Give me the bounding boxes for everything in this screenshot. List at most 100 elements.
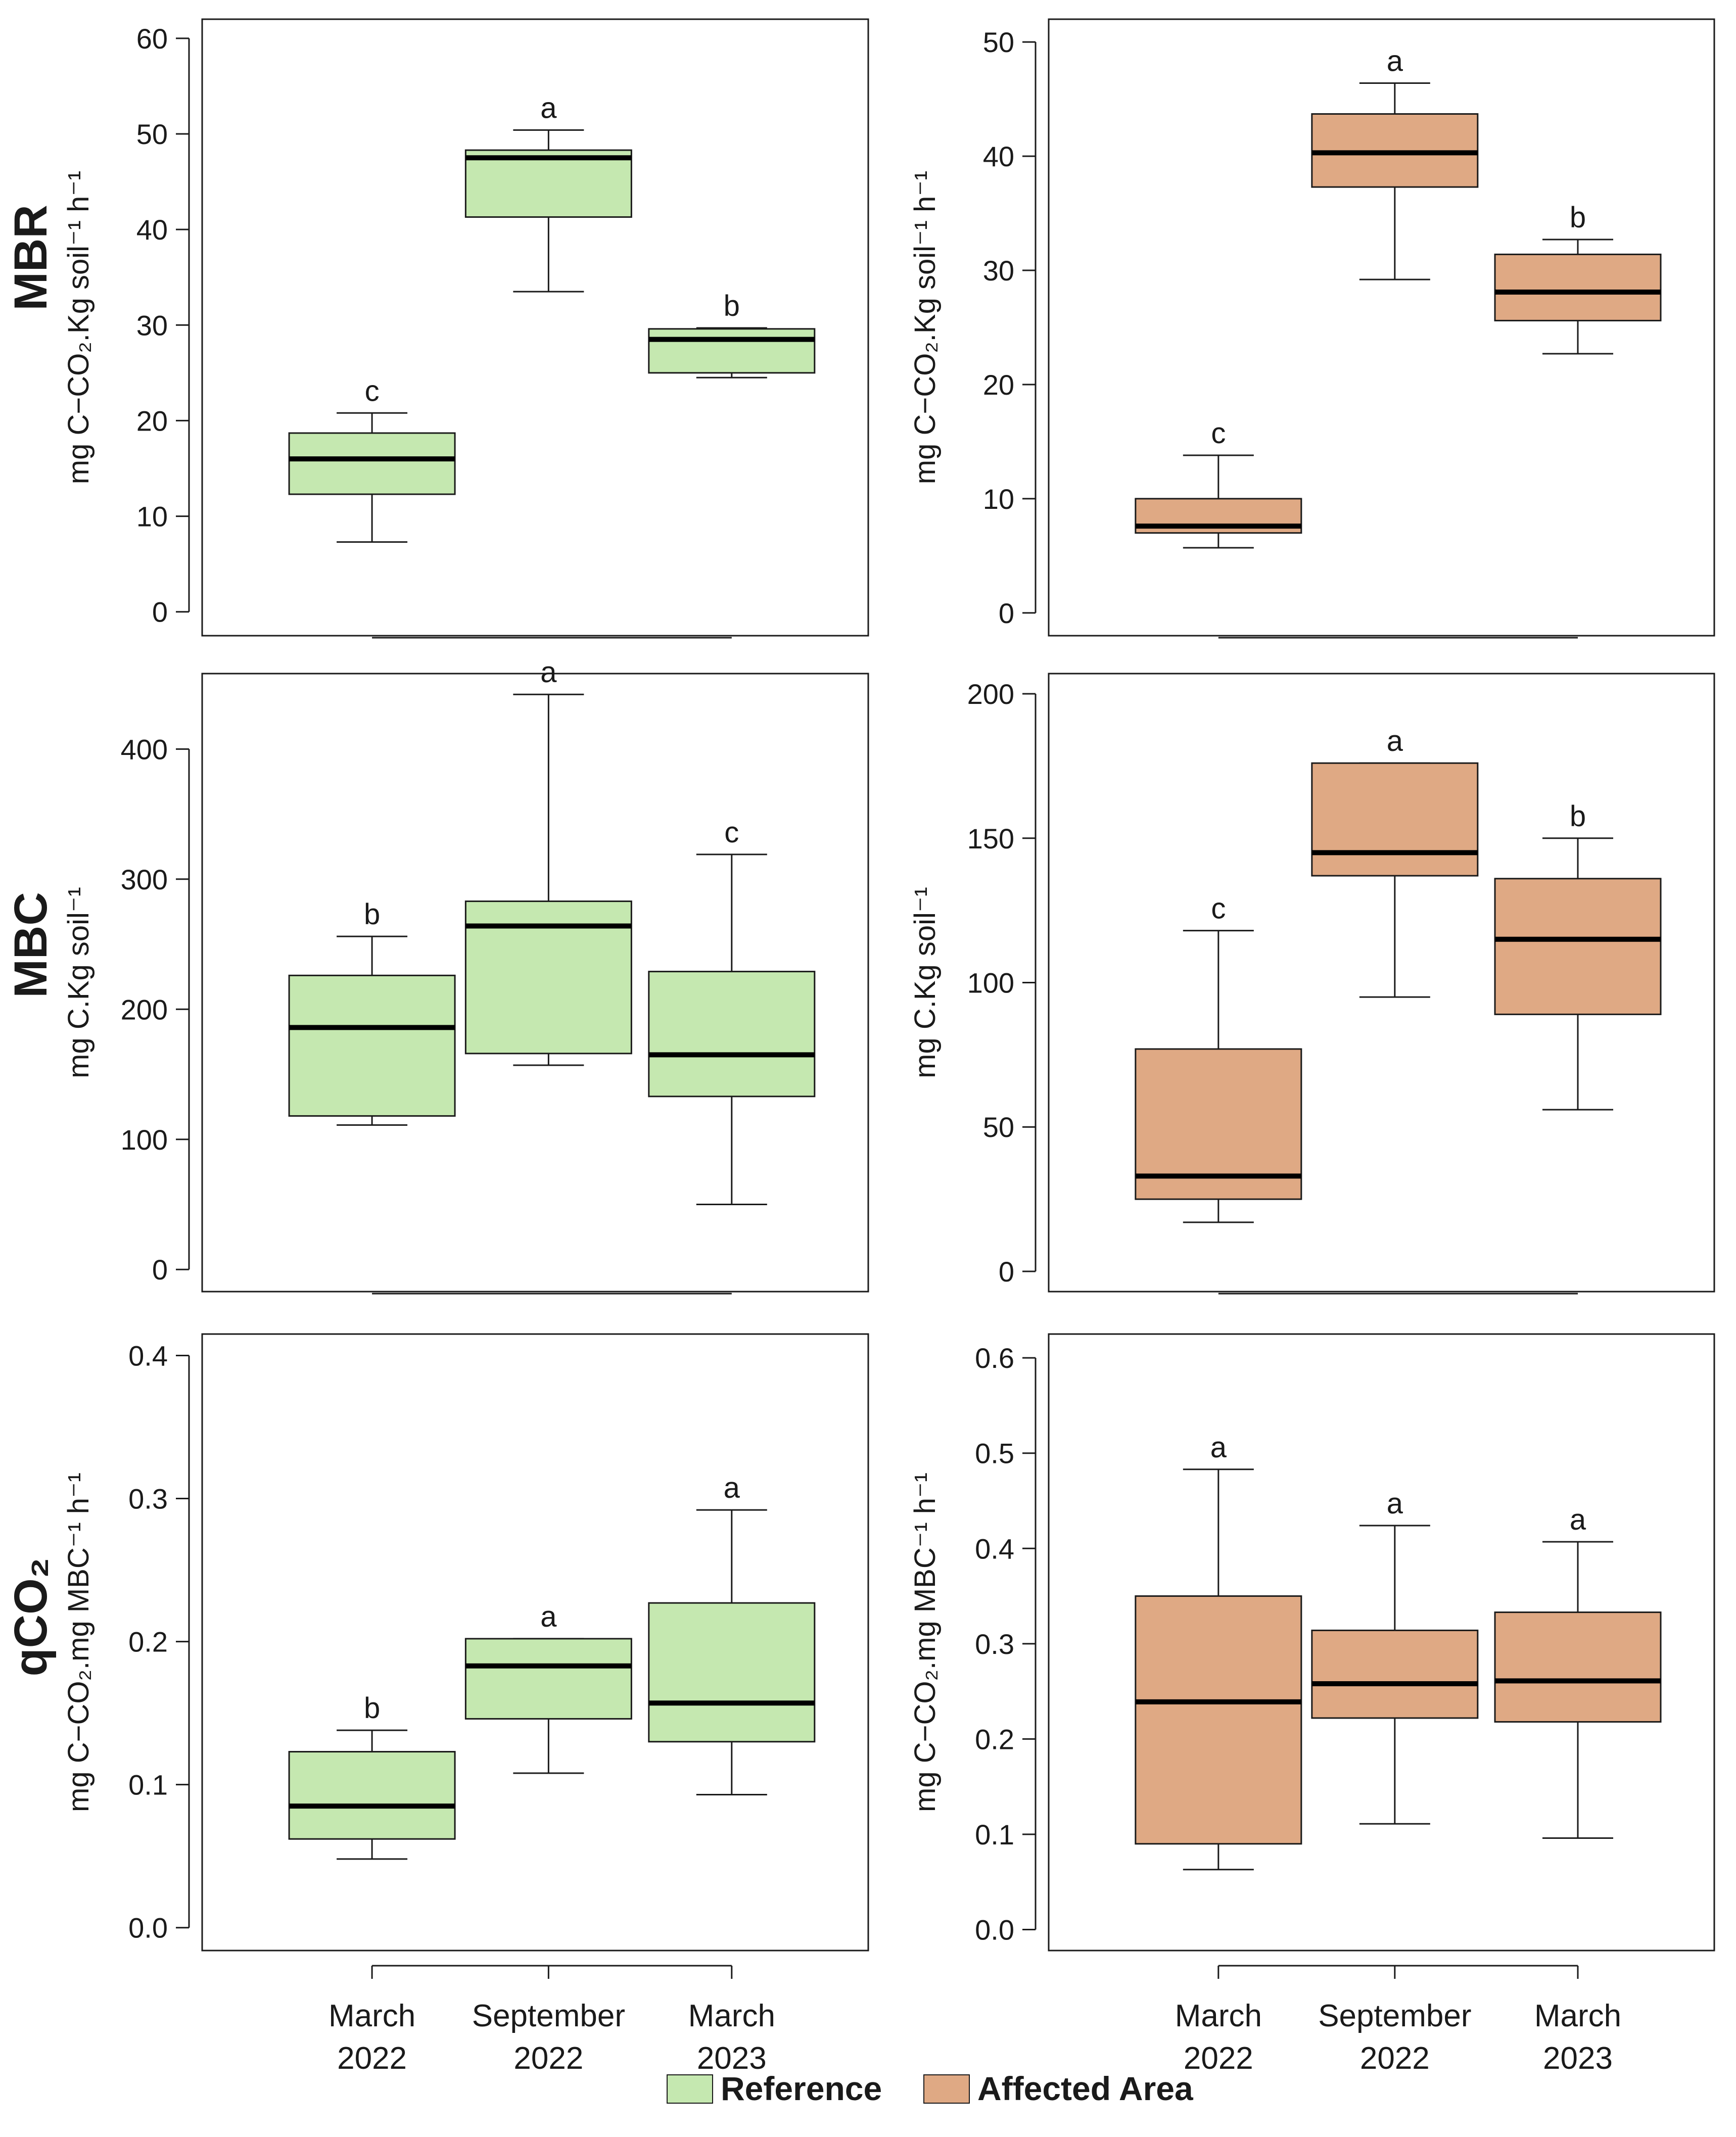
y-tick-label: 0 [152,1254,168,1286]
row-title-mbr: MBR [5,205,57,311]
x-tick-label-march-2023: March 2023 [688,1999,775,2076]
iqr-box [1494,878,1662,1015]
y-axis-label: mg C.Kg soil⁻¹ [909,887,942,1078]
significance-letter: a [1570,1503,1586,1536]
y-tick-label: 40 [983,140,1014,172]
y-tick-label: 60 [136,23,168,55]
y-tick-label: 0 [999,597,1014,629]
panel-frame [1048,673,1715,1293]
y-tick-label: 50 [983,26,1014,58]
box-march-2022: b [288,898,456,1126]
panel-qco2-affected-area: 0.0 0.1 0.2 0.3 0.4 0.5 0.6 mg C−CO₂.mg MBC⁻¹ h… [909,1333,1715,2076]
y-tick-label: 100 [121,1124,168,1156]
significance-letter: a [540,91,557,124]
y-tick-label: 0.4 [975,1533,1014,1564]
panels: 0 10 20 30 40 50 60 mg C−CO₂.Kg soil⁻¹ h⁻¹ c a b 0 1… [62,18,1715,2076]
box-march-2022: c [1135,892,1302,1223]
iqr-box [1494,1611,1662,1723]
y-tick-label: 200 [967,678,1014,710]
y-tick-label: 0.6 [975,1342,1014,1374]
x-tick-label-september-2022: September 2022 [1318,1999,1471,2076]
y-tick-label: 400 [121,733,168,765]
y-tick-label: 0.3 [975,1628,1014,1660]
significance-letter: a [1387,45,1403,78]
x-tick-label-september-2022: September 2022 [472,1999,625,2076]
y-tick-label: 0.0 [975,1914,1014,1946]
y-tick-label: 0.0 [128,1912,168,1944]
box-march-2022: b [288,1692,456,1860]
y-tick-label: 10 [983,483,1014,515]
box-march-2023: c [648,816,816,1205]
x-tick-label-march-2023: March 2023 [1534,1999,1621,2076]
y-axis-label: mg C−CO₂.mg MBC⁻¹ h⁻¹ [62,1473,95,1812]
panel-mbc-reference: 0 100 200 300 400 mg C.Kg soil⁻¹ b a c [62,656,869,1295]
significance-letter: b [724,290,740,322]
panel-frame [201,18,869,637]
box-september-2022: a [1311,1487,1479,1825]
box-march-2022: a [1135,1431,1302,1871]
significance-letter: b [1570,800,1586,833]
iqr-box [288,432,456,495]
y-axis-label: mg C.Kg soil⁻¹ [62,887,95,1078]
y-axis-label: mg C−CO₂.Kg soil⁻¹ h⁻¹ [62,171,95,484]
legend-label-affected-area: Affected Area [977,2070,1194,2107]
significance-letter: b [364,898,380,931]
row-title-qco2: qCO₂ [5,1557,57,1676]
box-march-2023: a [1494,1503,1662,1839]
box-march-2022: c [288,374,456,543]
significance-letter: b [364,1692,380,1725]
box-march-2023: a [648,1471,816,1795]
y-tick-label: 100 [967,967,1014,999]
significance-letter: c [724,816,739,849]
y-tick-label: 30 [136,309,168,341]
significance-letter: a [540,1600,557,1633]
y-tick-label: 0.1 [128,1769,168,1801]
y-tick-label: 0 [152,596,168,628]
significance-letter: b [1570,201,1586,234]
iqr-box [1311,1629,1479,1719]
y-tick-label: 50 [983,1111,1014,1143]
panel-frame [1048,1333,1715,1952]
significance-letter: a [724,1471,740,1504]
legend-swatch-affected-area [923,2074,970,2104]
iqr-box [1311,762,1479,877]
legend-swatch-reference [667,2074,713,2104]
panel-mbr-affected-area: 0 10 20 30 40 50 mg C−CO₂.Kg soil⁻¹ h⁻¹ c a b [909,18,1715,639]
y-axis-label: mg C−CO₂.Kg soil⁻¹ h⁻¹ [909,171,942,484]
y-tick-label: 20 [983,369,1014,401]
y-tick-label: 0.4 [128,1340,168,1371]
x-tick-label-march-2022: March 2022 [1175,1999,1262,2076]
y-tick-label: 0.2 [128,1626,168,1658]
iqr-box [648,971,816,1098]
panel-frame [201,673,869,1293]
box-september-2022: a [464,656,632,1066]
iqr-box [1135,1595,1302,1845]
significance-letter: c [1211,892,1226,925]
y-tick-label: 10 [136,501,168,533]
significance-letter: a [540,656,557,689]
panel-frame [201,1333,869,1952]
iqr-box [648,328,816,374]
iqr-box [648,1602,816,1743]
y-tick-label: 300 [121,864,168,895]
row-title-mbc: MBC [5,892,57,998]
iqr-box [1494,253,1662,321]
box-march-2023: b [1494,201,1662,355]
y-tick-label: 0.1 [975,1819,1014,1850]
legend: Reference Affected Area [667,2070,1194,2107]
significance-letter: a [1210,1431,1227,1464]
significance-letter: a [1387,725,1403,757]
iqr-box [288,1751,456,1840]
iqr-box [464,1638,632,1720]
iqr-box [464,149,632,218]
significance-letter: c [1211,417,1226,450]
panel-qco2-reference: 0.0 0.1 0.2 0.3 0.4 mg C−CO₂.mg MBC⁻¹ h⁻¹ b a a M… [62,1333,869,2076]
box-march-2023: b [648,290,816,378]
y-tick-label: 0.2 [975,1723,1014,1755]
iqr-box [288,974,456,1117]
x-tick-label-march-2022: March 2022 [329,1999,415,2076]
y-axis-label: mg C−CO₂.mg MBC⁻¹ h⁻¹ [909,1473,942,1812]
y-tick-label: 200 [121,993,168,1025]
